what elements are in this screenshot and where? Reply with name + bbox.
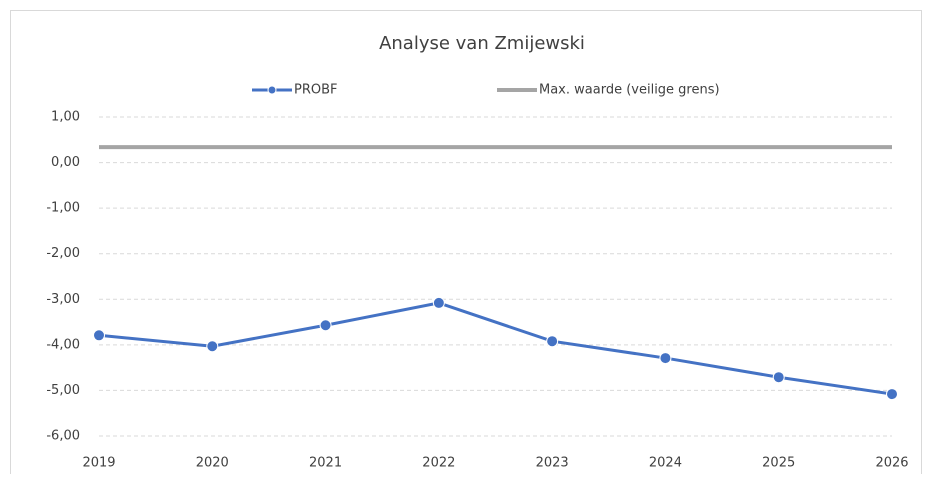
x-tick-label: 2019: [82, 456, 115, 471]
x-tick-label: 2021: [309, 456, 342, 471]
marker: [546, 335, 559, 348]
marker: [432, 296, 445, 309]
y-tick-label: -4,00: [46, 337, 80, 352]
legend-label: Max. waarde (veilige grens): [539, 83, 720, 98]
x-tick-label: 2022: [422, 456, 455, 471]
y-tick-label: -6,00: [46, 429, 80, 444]
marker: [886, 388, 898, 401]
legend-label: PROBF: [294, 83, 338, 98]
series-line: [98, 301, 893, 396]
legend-marker: [267, 85, 277, 95]
y-tick-label: -3,00: [46, 292, 80, 307]
x-tick-label: 2023: [536, 456, 569, 471]
y-tick-label: 0,00: [51, 155, 80, 170]
y-tick-label: -5,00: [46, 383, 80, 398]
marker: [772, 371, 785, 384]
y-tick-label: -2,00: [46, 246, 80, 261]
x-tick-label: 2025: [762, 456, 795, 471]
chart-title: Analyse van Zmijewski: [379, 33, 585, 54]
marker: [93, 329, 105, 342]
marker: [206, 340, 219, 353]
x-tick-label: 2026: [875, 456, 908, 471]
y-tick-label: -1,00: [46, 201, 80, 216]
marker: [659, 352, 672, 365]
x-tick-label: 2024: [649, 456, 682, 471]
x-tick-label: 2020: [196, 456, 229, 471]
y-tick-label: 1,00: [51, 110, 80, 125]
marker: [319, 319, 332, 332]
chart-border: [10, 10, 922, 478]
